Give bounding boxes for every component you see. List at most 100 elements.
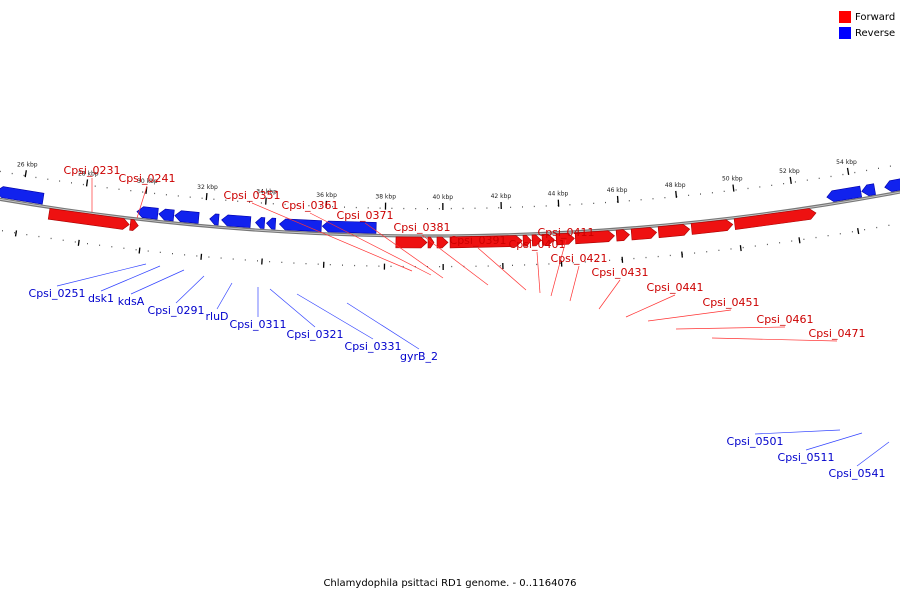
inner-dot: [462, 207, 464, 210]
outer-dot: [706, 251, 708, 253]
outer-dot: [329, 264, 331, 266]
outer-dot: [730, 248, 732, 250]
outer-dot: [159, 251, 161, 253]
major-tick: [857, 227, 860, 235]
reverse-leader-line: [805, 432, 863, 451]
inner-dot: [355, 206, 357, 209]
inner-dot: [878, 167, 879, 169]
genome-caption: Chlamydophila psittaci RD1 genome. - 0..…: [323, 578, 577, 589]
inner-dot: [533, 205, 535, 208]
outer-dot: [14, 232, 16, 234]
forward-leader-line: [309, 212, 432, 276]
outer-dot: [803, 238, 805, 240]
major-tick: [739, 245, 742, 252]
inner-dot: [854, 171, 856, 174]
reverse-leader-line: [175, 275, 205, 304]
forward-gene: [690, 219, 734, 235]
outer-dot: [123, 247, 125, 249]
legend: Forward Reverse: [839, 9, 895, 41]
forward-gene-label: Cpsi_0381: [394, 221, 451, 234]
reverse-leader-line: [856, 441, 890, 467]
inner-dot: [23, 174, 25, 177]
label-leader-lines: [56, 178, 890, 467]
outer-dot: [451, 265, 453, 268]
forward-leader-line: [421, 234, 489, 286]
outer-dot: [827, 235, 829, 237]
outer-dot: [305, 263, 307, 265]
forward-gene-label: Cpsi_0361: [282, 199, 339, 212]
outer-dot: [378, 265, 380, 267]
inner-dot: [189, 196, 191, 198]
inner-dot: [177, 195, 179, 197]
outer-dot: [402, 265, 404, 268]
outer-dot: [38, 235, 40, 238]
inner-dot: [438, 208, 440, 210]
inner-dot: [711, 192, 713, 194]
outer-dot: [839, 233, 841, 235]
inner-dot: [94, 185, 96, 187]
forward-gene: [395, 236, 428, 249]
inner-dot: [498, 207, 500, 209]
forward-leader-line: [550, 239, 567, 297]
outer-dot: [645, 256, 647, 259]
forward-leader-line: [675, 326, 786, 330]
forward-leader-line: [251, 202, 413, 272]
outer-dot: [196, 255, 198, 257]
forward-gene: [129, 218, 139, 231]
inner-dot: [201, 197, 203, 199]
outer-dot: [2, 230, 3, 232]
outer-dot: [742, 246, 744, 249]
reverse-leader-line: [269, 288, 316, 328]
outer-dot: [851, 231, 853, 233]
inner-dot: [0, 170, 1, 173]
outer-dot: [220, 257, 222, 259]
outer-dot: [536, 263, 538, 266]
inner-tick-ring: [0, 165, 891, 210]
reverse-gene: [174, 210, 200, 224]
reverse-gene: [266, 217, 277, 230]
reverse-gene: [321, 220, 377, 234]
forward-leader-line: [364, 222, 444, 279]
forward-gene: [555, 232, 575, 246]
forward-gene: [630, 227, 658, 241]
major-tick: [24, 170, 27, 178]
inner-dot: [569, 204, 571, 206]
inner-dot: [486, 207, 488, 209]
inner-dot: [474, 207, 476, 209]
outer-dot: [815, 236, 817, 239]
inner-dot: [818, 177, 820, 179]
outer-dot: [512, 264, 513, 266]
inner-dot: [332, 206, 334, 208]
major-tick: [681, 251, 683, 258]
forward-gene: [436, 236, 449, 249]
scale-label: 40 kbp: [432, 194, 453, 201]
reverse-swatch: [839, 27, 851, 39]
major-tick: [798, 237, 801, 244]
scale-label: 52 kbp: [779, 168, 800, 175]
outer-dot: [694, 252, 696, 254]
inner-dot: [806, 179, 808, 181]
reverse-gene-label: Cpsi_0501: [727, 435, 784, 448]
outer-dot: [754, 245, 756, 247]
outer-dot: [281, 261, 283, 263]
inner-dot: [284, 203, 286, 206]
forward-gene: [531, 234, 542, 247]
outer-dot: [876, 226, 878, 229]
inner-dot: [794, 181, 796, 183]
inner-dot: [213, 198, 215, 200]
inner-dot: [450, 207, 452, 210]
inner-dot: [391, 207, 393, 209]
outer-dot: [524, 264, 526, 266]
outer-dot: [293, 262, 295, 264]
outer-dot: [172, 253, 173, 255]
forward-gene-label: Cpsi_0421: [551, 252, 608, 265]
outer-dot: [766, 243, 768, 246]
forward-gene-label: Cpsi_0401: [509, 238, 566, 251]
outer-dot: [111, 246, 113, 248]
outer-dot: [597, 260, 598, 262]
scale-label: 44 kbp: [548, 191, 569, 198]
inner-dot: [427, 208, 428, 210]
reverse-gene-label: Cpsi_0511: [778, 451, 835, 464]
forward-gene-label: Cpsi_0351: [224, 189, 281, 202]
outer-dot: [657, 255, 659, 258]
